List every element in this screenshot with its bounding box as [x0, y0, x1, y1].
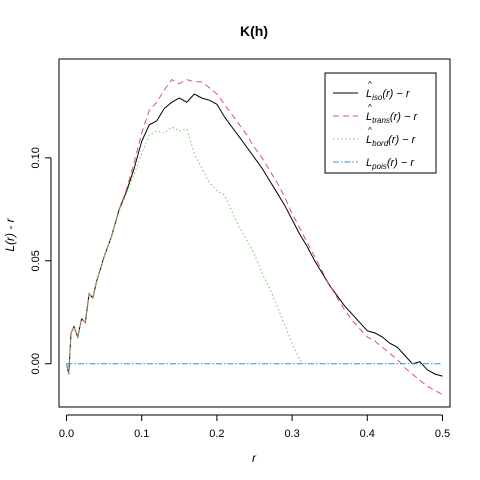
- x-tick-label: 0.0: [59, 428, 74, 440]
- legend-hat: ^: [368, 80, 372, 89]
- legend-label-pois: Lpois(r) − r: [366, 157, 415, 171]
- legend-hat: ^: [368, 126, 372, 135]
- x-tick-label: 0.1: [134, 428, 149, 440]
- series-layer: [66, 78, 443, 396]
- x-tick-label: 0.3: [284, 428, 299, 440]
- y-axis: 0.00 0.05 0.10: [30, 147, 52, 374]
- y-axis-label: L(r) - r: [3, 217, 17, 251]
- series-line-bord: [66, 126, 304, 375]
- legend-hat: ^: [368, 103, 372, 112]
- x-axis: 0.0 0.1 0.2 0.3 0.4 0.5: [59, 414, 450, 440]
- x-tick-label: 0.2: [209, 428, 224, 440]
- x-tick-label: 0.4: [360, 428, 375, 440]
- x-tick-label: 0.5: [435, 428, 450, 440]
- chart-title: K(h): [240, 23, 268, 39]
- y-tick-label: 0.00: [30, 353, 42, 374]
- legend-label-trans: Ltrans(r) − r: [366, 111, 418, 125]
- y-tick-label: 0.10: [30, 147, 42, 168]
- legend: ^Liso(r) − r^Ltrans(r) − r^Lbord(r) − rL…: [324, 72, 437, 174]
- series-line-trans: [66, 78, 443, 396]
- legend-box: [324, 72, 437, 174]
- legend-label-bord: Lbord(r) − r: [366, 134, 417, 148]
- plot-frame: [58, 58, 451, 408]
- x-axis-label: r: [252, 451, 257, 465]
- legend-label-iso: Liso(r) − r: [366, 88, 411, 102]
- y-tick-label: 0.05: [30, 250, 42, 271]
